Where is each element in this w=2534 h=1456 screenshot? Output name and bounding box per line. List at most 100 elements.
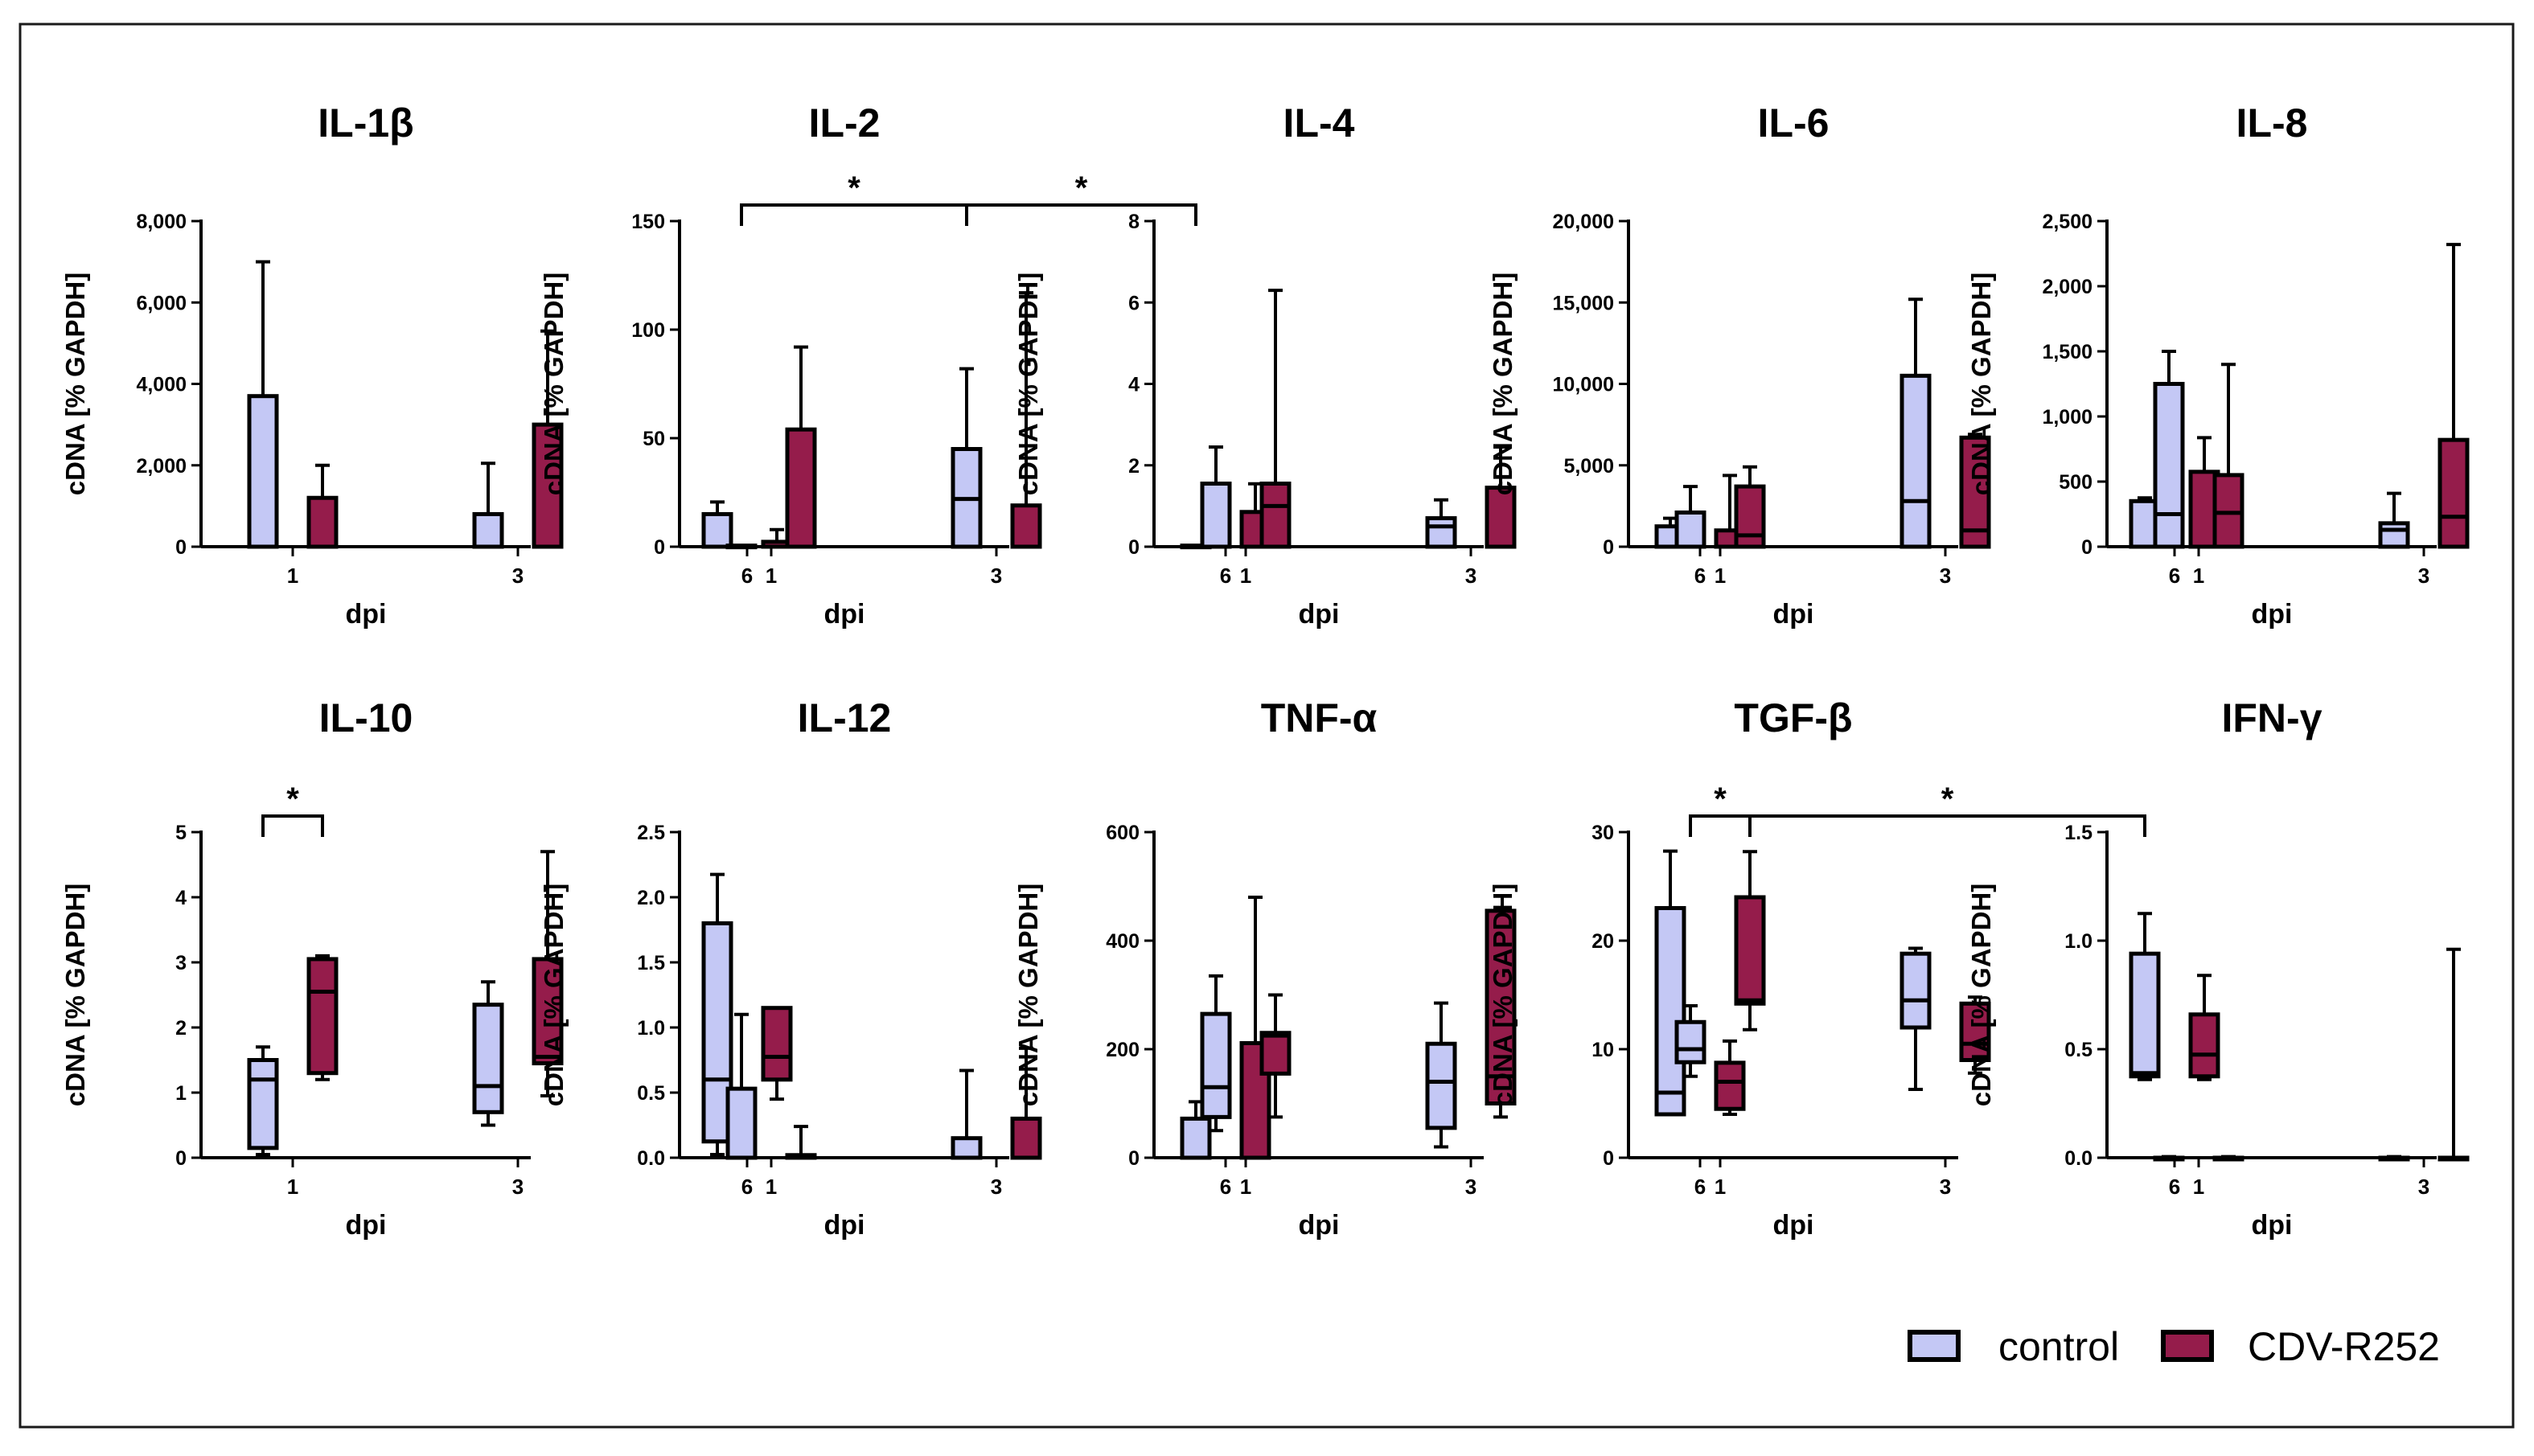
bar-control xyxy=(1899,373,1932,549)
legend-label-cdv-r252: CDV-R252 xyxy=(2248,1324,2440,1369)
y-tick-label: 1,500 xyxy=(2042,341,2093,363)
y-tick-label: 0.0 xyxy=(637,1147,665,1170)
y-axis-label: cDNA [% GAPDH] xyxy=(60,884,90,1106)
x-tick-label: 6 xyxy=(1220,1175,1231,1199)
bar-control xyxy=(725,543,758,550)
y-tick-label: 1,000 xyxy=(2042,406,2093,429)
y-tick-label: 2,500 xyxy=(2042,211,2093,233)
y-tick-label: 10 xyxy=(1591,1039,1614,1061)
x-tick-label: 1 xyxy=(766,564,777,588)
x-tick-label: 3 xyxy=(991,564,1002,588)
x-tick-label: 1 xyxy=(1715,1175,1726,1199)
x-axis-label: dpi xyxy=(1773,599,1814,630)
y-tick-label: 1.0 xyxy=(637,1017,665,1040)
y-axis-label: cDNA [% GAPDH] xyxy=(60,273,90,495)
y-axis-label: cDNA [% GAPDH] xyxy=(539,273,569,495)
y-axis-label: cDNA [% GAPDH] xyxy=(1488,884,1518,1106)
y-tick-label: 2 xyxy=(1128,455,1140,478)
x-axis-label: dpi xyxy=(1299,599,1340,630)
panel-title: IFN-γ xyxy=(2222,695,2322,740)
x-tick-label: 6 xyxy=(1220,564,1231,588)
y-tick-label: 0.5 xyxy=(637,1082,665,1105)
panels: IL-1β cDNA [% GAPDH] dpi 0 2,000 4,000 6,000 8,… xyxy=(60,100,2470,1241)
panel-title: TNF-α xyxy=(1261,695,1378,740)
box-cdv-r252 xyxy=(532,957,564,1066)
y-tick-label: 50 xyxy=(643,428,665,450)
y-tick-label: 4,000 xyxy=(136,374,187,396)
bar-control xyxy=(247,394,279,549)
box-cdv-r252 xyxy=(1485,908,1517,1105)
bar-control xyxy=(951,1136,983,1160)
x-tick-label: 3 xyxy=(1465,564,1476,588)
legend-item-control: control xyxy=(1908,1324,2119,1369)
y-tick-label: 5,000 xyxy=(1563,455,1614,478)
x-tick-label: 3 xyxy=(512,1175,524,1199)
x-tick-label: 1 xyxy=(2193,1175,2204,1199)
box-cdv-r252 xyxy=(1734,895,1766,1006)
x-axis-label: dpi xyxy=(824,599,865,630)
bar-cdv-r252 xyxy=(1259,482,1292,549)
y-tick-label: 0 xyxy=(1128,536,1140,559)
panel-4: IL-8 cDNA [% GAPDH] dpi 0 500 1,000 1,500 2,000… xyxy=(1966,100,2470,630)
x-tick-label: 3 xyxy=(1465,1175,1476,1199)
bar-control xyxy=(725,1086,758,1160)
panel-5: IL-10 cDNA [% GAPDH] dpi 0 1 2 3 4 5 1 3 6 * xyxy=(60,695,793,1241)
x-tick-label: 1 xyxy=(2193,564,2204,588)
y-tick-label: 500 xyxy=(2059,471,2093,494)
y-tick-label: 2.5 xyxy=(637,822,665,844)
box-control xyxy=(1674,1019,1706,1064)
x-axis-label: dpi xyxy=(346,599,387,630)
bar-control xyxy=(472,512,504,549)
x-tick-label: 6 xyxy=(741,1175,753,1199)
box-cdv-r252 xyxy=(1714,1060,1746,1111)
x-tick-label: 1 xyxy=(766,1175,777,1199)
panel-title: IL-12 xyxy=(798,695,892,740)
y-tick-label: 1.0 xyxy=(2064,930,2093,953)
x-tick-label: 1 xyxy=(1715,564,1726,588)
bar-control xyxy=(2378,521,2410,549)
box-cdv-r252 xyxy=(1259,1031,1292,1076)
x-tick-label: 3 xyxy=(1940,1175,1951,1199)
y-axis-label: cDNA [% GAPDH] xyxy=(1966,273,1996,495)
panel-3: IL-6 cDNA [% GAPDH] dpi 0 5,000 10,000 15,000 2… xyxy=(1488,100,2220,630)
panel-8: TGF-β cDNA [% GAPDH] dpi 0 10 20 30 1 3 6 * * xyxy=(1488,695,2220,1241)
x-axis-label: dpi xyxy=(346,1210,387,1241)
y-axis-label: cDNA [% GAPDH] xyxy=(539,884,569,1106)
x-tick-label: 6 xyxy=(2169,564,2180,588)
x-tick-label: 1 xyxy=(287,564,298,588)
significance-star: * xyxy=(1075,170,1088,206)
x-tick-label: 1 xyxy=(1240,564,1251,588)
y-tick-label: 5 xyxy=(175,822,187,844)
bar-control xyxy=(2153,382,2185,549)
box-control xyxy=(2129,951,2161,1079)
y-tick-label: 10,000 xyxy=(1553,374,1614,396)
panel-0: IL-1β cDNA [% GAPDH] dpi 0 2,000 4,000 6,000 8,… xyxy=(60,100,793,630)
box-control xyxy=(1200,1011,1232,1119)
y-tick-label: 0 xyxy=(1128,1147,1140,1170)
bar-cdv-r252 xyxy=(2437,437,2470,549)
bar-control xyxy=(1674,510,1706,549)
y-tick-label: 600 xyxy=(1106,822,1140,844)
significance-bracket xyxy=(965,203,1197,226)
y-tick-label: 8 xyxy=(1128,211,1140,233)
significance-bracket xyxy=(740,203,968,226)
figure-frame xyxy=(18,23,2515,1429)
significance-star: * xyxy=(1941,781,1954,817)
bar-control xyxy=(2153,1155,2185,1162)
y-tick-label: 4 xyxy=(1128,374,1140,396)
x-tick-label: 3 xyxy=(512,564,524,588)
y-tick-label: 3 xyxy=(175,952,187,974)
box-control xyxy=(701,921,733,1144)
bar-cdv-r252 xyxy=(1734,484,1766,549)
x-tick-label: 1 xyxy=(1240,1175,1251,1199)
y-tick-label: 2,000 xyxy=(2042,276,2093,298)
y-tick-label: 2 xyxy=(175,1017,187,1040)
y-tick-label: 100 xyxy=(631,319,665,342)
bar-cdv-r252 xyxy=(785,427,817,549)
y-tick-label: 2.0 xyxy=(637,887,665,909)
bar-cdv-r252 xyxy=(2437,1155,2470,1162)
y-tick-label: 4 xyxy=(175,887,187,909)
y-tick-label: 0 xyxy=(1603,536,1614,559)
